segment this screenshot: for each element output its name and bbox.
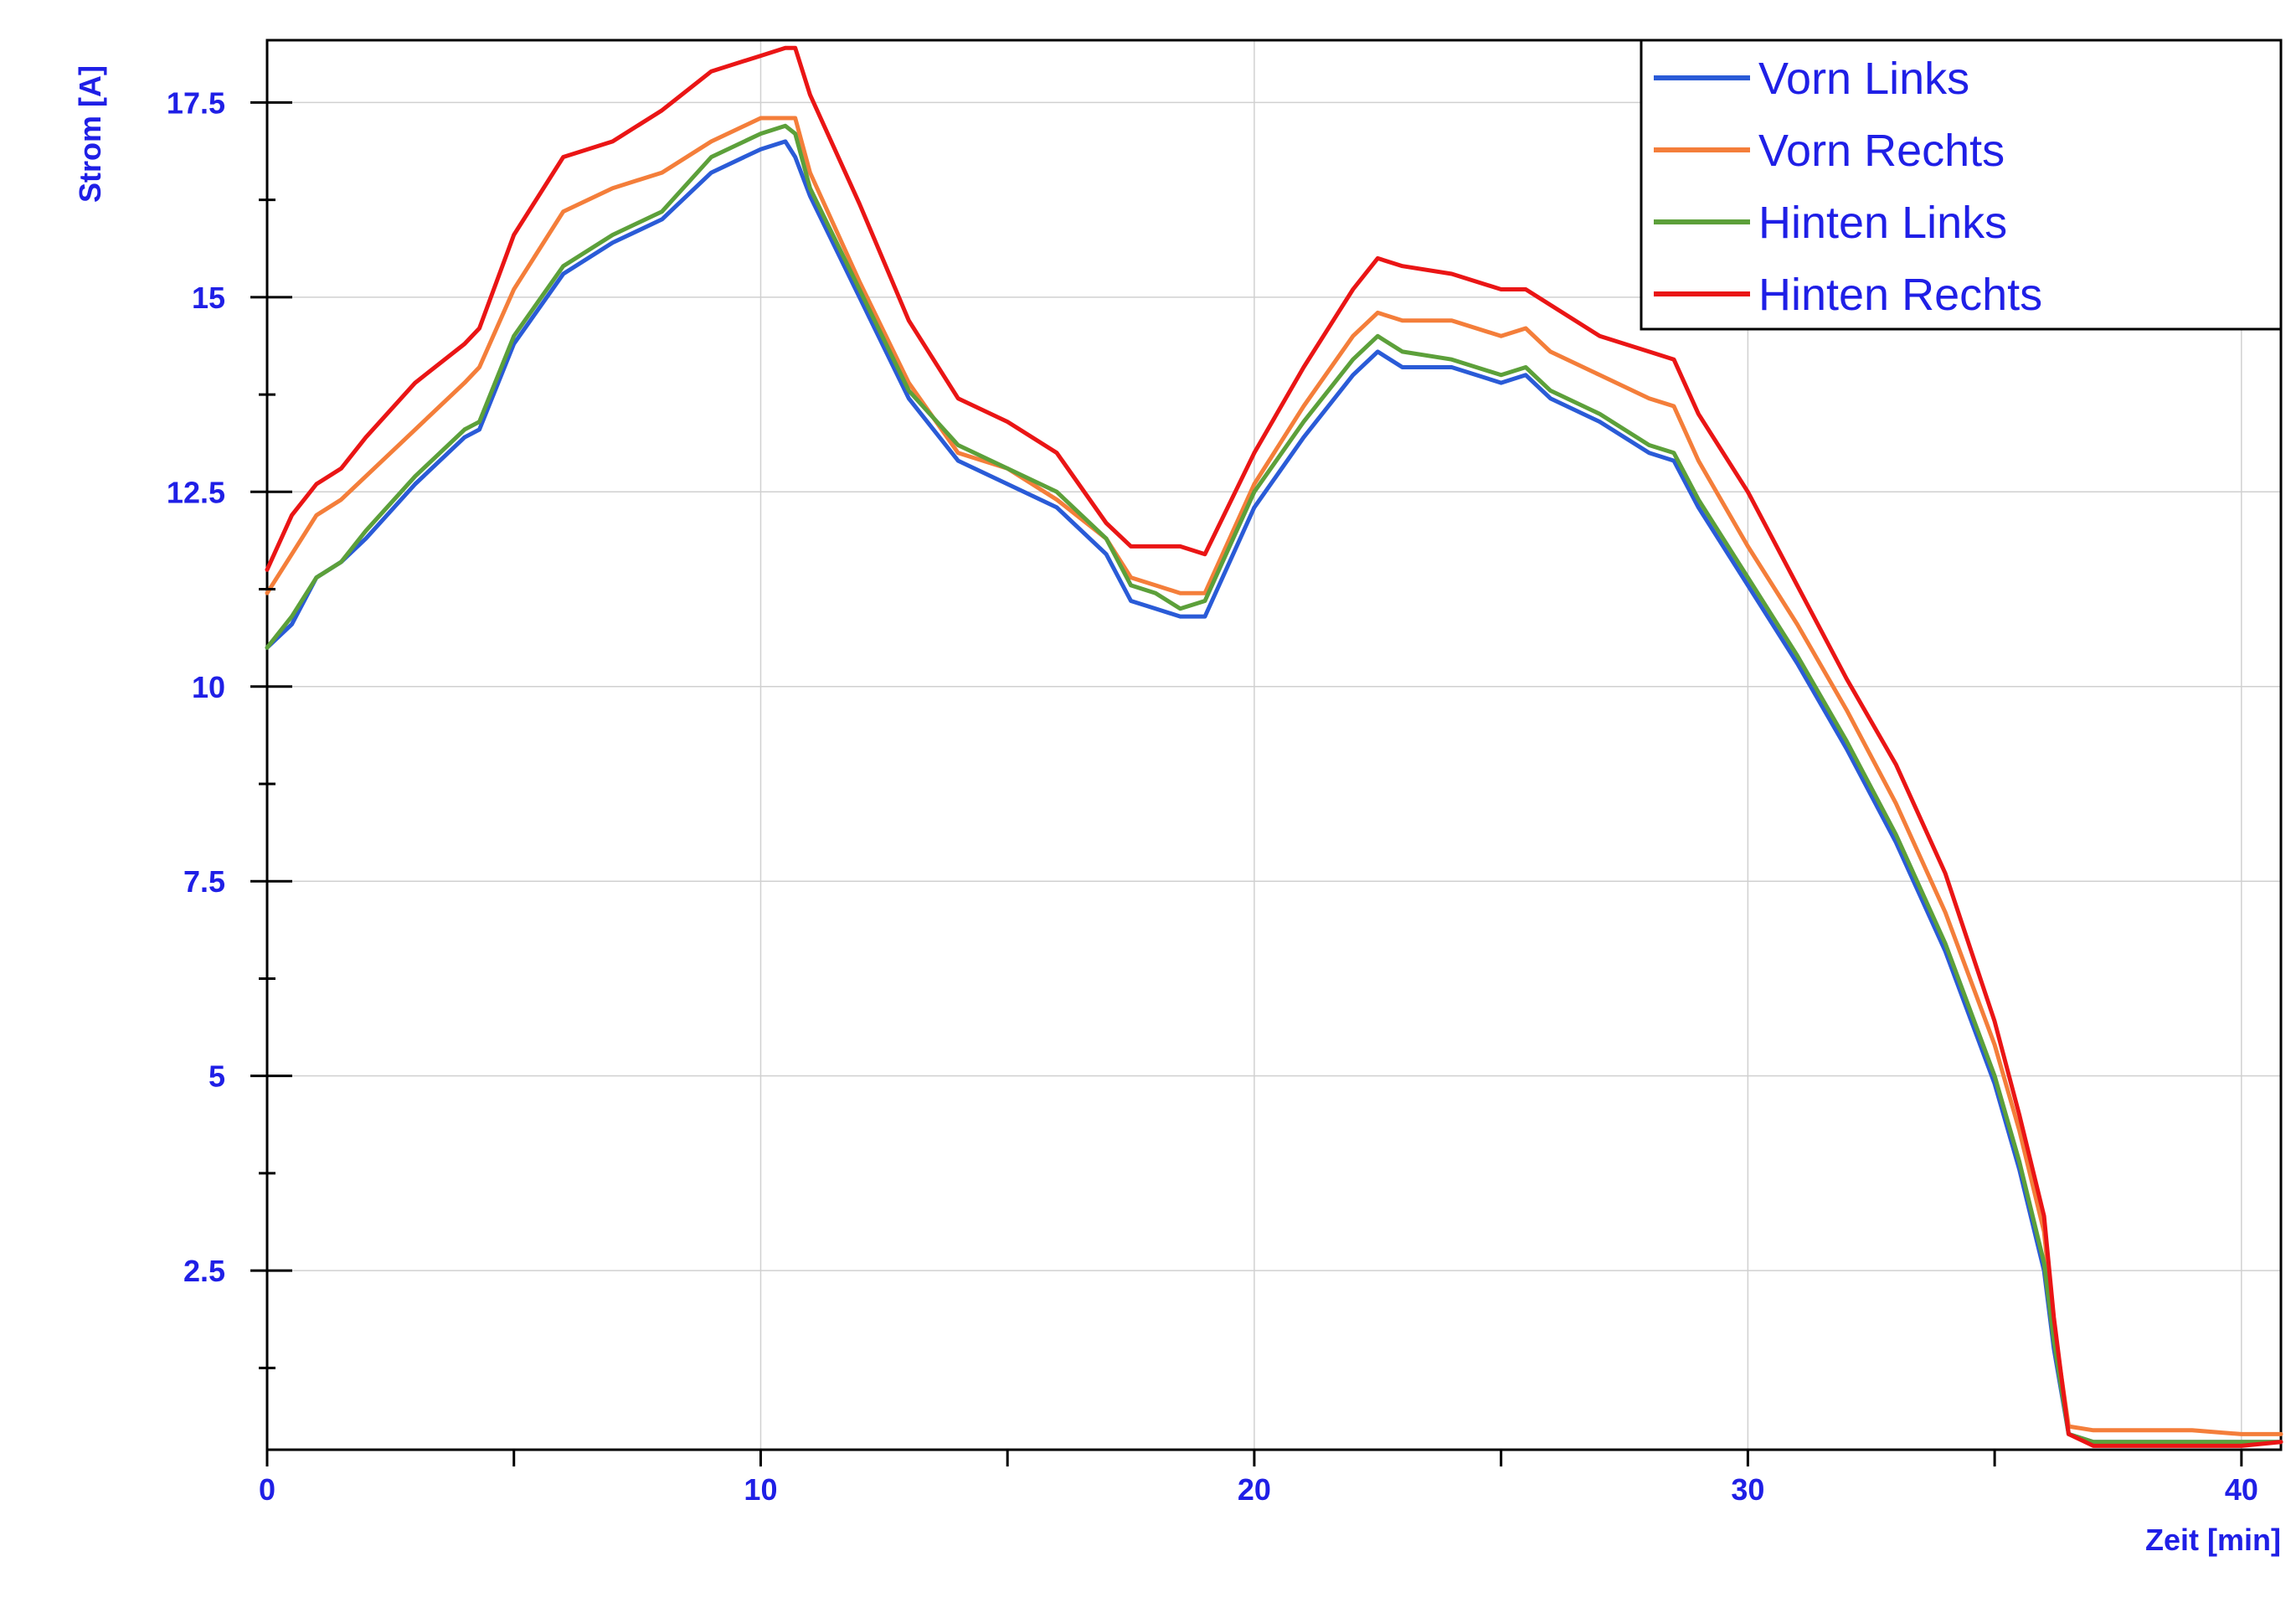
y-axis-label: Strom [A] [73, 65, 107, 203]
legend-label: Vorn Rechts [1758, 126, 2005, 176]
legend-item: Hinten Rechts [1654, 270, 2042, 320]
x-tick-label: 0 [259, 1472, 275, 1507]
series-line-vorn-rechts [265, 116, 2283, 1436]
y-tick-label: 10 [192, 670, 225, 704]
plot-frame [265, 39, 2283, 1451]
y-tick-label: 7.5 [183, 864, 225, 899]
legend: Vorn Links Vorn Rechts Hinten Links Hinten … [1640, 39, 2283, 331]
y-tick-label: 17.5 [167, 85, 225, 120]
series-line-hinten-links [265, 123, 2283, 1445]
x-tick-label: 10 [744, 1472, 777, 1507]
axis-ticks: 0 10 20 30 40 2.5 5 7.5 10 12.5 15 17.5 [167, 85, 2258, 1507]
x-tick-label: 40 [2225, 1472, 2258, 1507]
x-axis-label: Zeit [min] [2145, 1523, 2281, 1557]
y-tick-label: 2.5 [183, 1254, 225, 1288]
series-line-vorn-links [265, 139, 2283, 1445]
y-tick-label: 5 [208, 1059, 225, 1094]
grid [266, 40, 2281, 1450]
y-tick-label: 12.5 [167, 475, 225, 509]
x-tick-label: 20 [1238, 1472, 1271, 1507]
series-line-hinten-rechts [265, 45, 2283, 1448]
series-layer [265, 45, 2283, 1448]
legend-label: Vorn Links [1758, 54, 1969, 104]
legend-item: Vorn Links [1654, 54, 1969, 104]
legend-label: Hinten Rechts [1758, 270, 2042, 320]
legend-label: Hinten Links [1758, 198, 2007, 248]
y-tick-label: 15 [192, 281, 225, 315]
legend-item: Vorn Rechts [1654, 126, 2005, 176]
x-tick-label: 30 [1731, 1472, 1764, 1507]
legend-item: Hinten Links [1654, 198, 2007, 248]
legend-box [1640, 39, 2283, 331]
